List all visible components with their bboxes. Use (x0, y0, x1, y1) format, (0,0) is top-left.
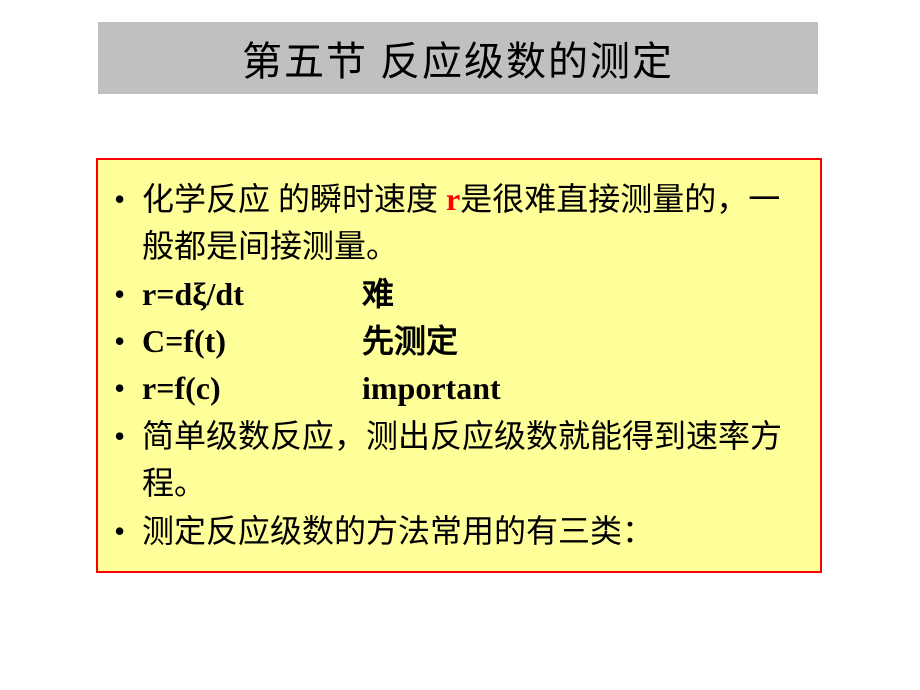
list-item: 简单级数反应，测出反应级数就能得到速率方程。 (136, 413, 802, 508)
equation-label: important (362, 365, 501, 412)
list-item: r=dξ/dt难 (136, 271, 802, 318)
list-item: 测定反应级数的方法常用的有三类： (136, 508, 802, 555)
equation-label: 难 (362, 271, 394, 318)
equation: r=f(c) (142, 365, 362, 412)
slide-title: 第五节 反应级数的测定 (242, 29, 674, 87)
text-segment: 化学反应 的瞬时速度 (142, 181, 446, 217)
list-item: C=f(t)先测定 (136, 318, 802, 365)
variable-r: r (446, 181, 460, 217)
text-segment: 简单级数反应，测出反应级数就能得到速率方程。 (142, 418, 782, 501)
content-box: 化学反应 的瞬时速度 r是很难直接测量的，一般都是间接测量。 r=dξ/dt难 … (96, 158, 822, 573)
slide-title-bar: 第五节 反应级数的测定 (98, 22, 818, 94)
equation: C=f(t) (142, 318, 362, 365)
list-item: 化学反应 的瞬时速度 r是很难直接测量的，一般都是间接测量。 (136, 176, 802, 271)
text-segment: 测定反应级数的方法常用的有三类： (142, 513, 654, 549)
equation-label: 先测定 (362, 318, 458, 365)
bullet-list: 化学反应 的瞬时速度 r是很难直接测量的，一般都是间接测量。 r=dξ/dt难 … (102, 176, 802, 555)
equation: r=dξ/dt (142, 271, 362, 318)
list-item: r=f(c)important (136, 365, 802, 412)
